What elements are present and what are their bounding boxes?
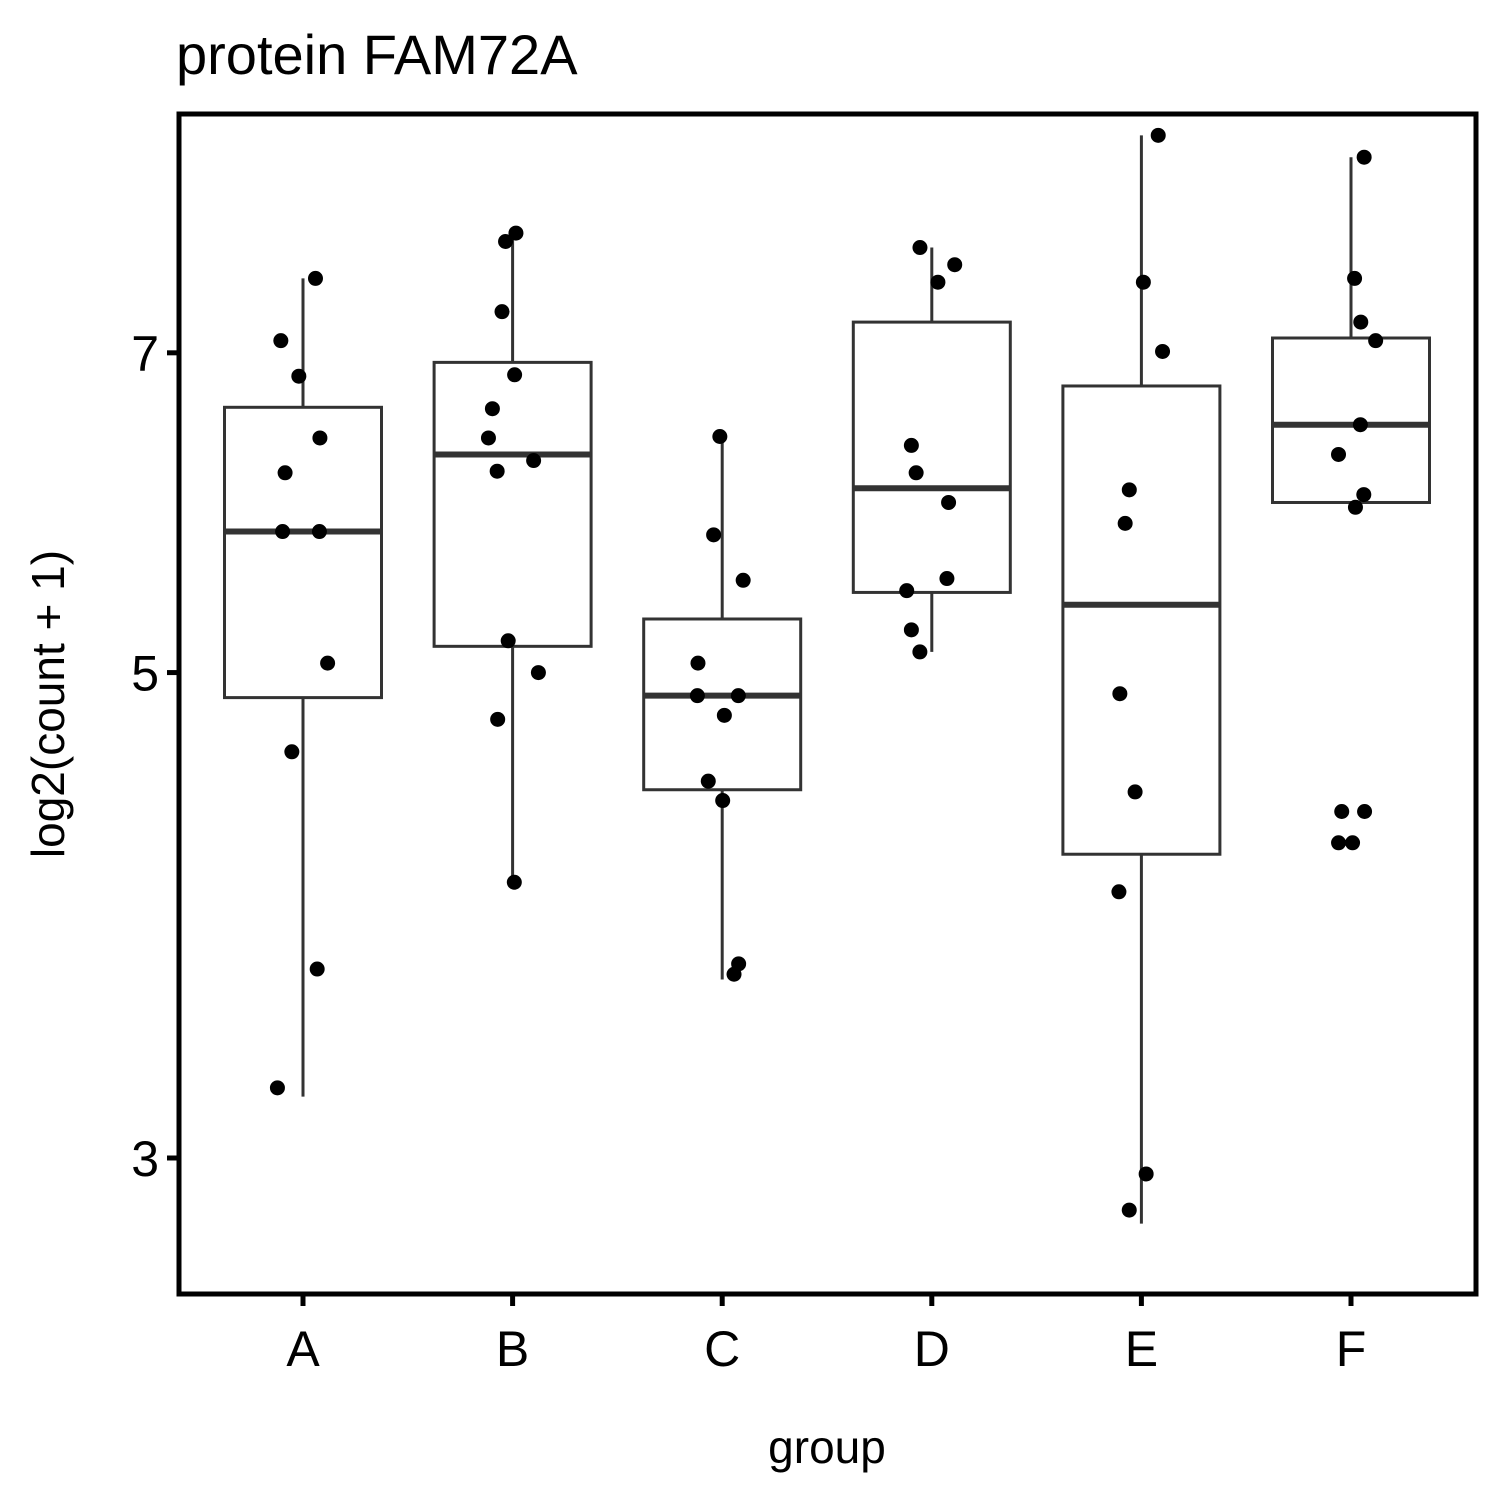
data-point [320, 655, 336, 671]
data-point [712, 428, 728, 444]
data-point [275, 524, 291, 540]
data-point [939, 571, 955, 587]
data-point [1155, 343, 1171, 359]
data-point [1117, 515, 1133, 531]
data-point [730, 688, 746, 704]
axes: 3 5 7 A B C D E F [131, 326, 1366, 1377]
points-D [899, 240, 963, 660]
plot-panel-border [176, 111, 1479, 1297]
data-point [1353, 314, 1369, 330]
data-point [1352, 417, 1368, 433]
x-tick-label: B [496, 1321, 529, 1377]
data-point [500, 633, 516, 649]
data-point [312, 430, 328, 446]
data-point [506, 874, 522, 890]
data-point [311, 524, 327, 540]
data-point [903, 622, 919, 638]
data-point [912, 644, 928, 660]
box-E [1061, 135, 1222, 1224]
x-tick-label: E [1125, 1321, 1158, 1377]
data-point [484, 401, 500, 417]
data-point [277, 465, 293, 481]
data-point [269, 1080, 285, 1096]
plot-area [223, 127, 1431, 1224]
data-point [930, 274, 946, 290]
data-point [307, 270, 323, 286]
data-point [291, 368, 307, 384]
data-point [706, 527, 722, 543]
data-point [735, 572, 751, 588]
data-point [726, 966, 742, 982]
box-iqr [851, 320, 1012, 594]
data-point [284, 744, 300, 760]
data-point [1347, 270, 1363, 286]
data-point [1334, 803, 1350, 819]
data-point [1127, 784, 1143, 800]
data-point [1121, 1202, 1137, 1218]
data-point [1331, 446, 1347, 462]
data-point [489, 463, 505, 479]
data-point [903, 437, 919, 453]
data-point [494, 304, 510, 320]
box-iqr [1061, 384, 1222, 856]
data-point [1368, 333, 1384, 349]
x-tick-label: A [286, 1321, 320, 1377]
data-point [1135, 274, 1151, 290]
points-F [1331, 149, 1384, 851]
box-iqr [1271, 336, 1431, 504]
data-point [947, 257, 963, 273]
data-point [690, 655, 706, 671]
data-point [941, 494, 957, 510]
x-tick-label: C [704, 1321, 740, 1377]
points-B [480, 225, 546, 890]
y-tick-label: 7 [131, 326, 159, 382]
data-point [508, 225, 524, 241]
data-point [899, 583, 915, 599]
data-point [689, 688, 705, 704]
y-tick-label: 5 [131, 646, 159, 702]
points-C [689, 428, 751, 982]
data-point [1112, 686, 1128, 702]
data-point [490, 711, 506, 727]
box-iqr [223, 405, 383, 700]
y-axis-title: log2(count + 1) [22, 550, 74, 858]
data-point [480, 430, 496, 446]
box-A [223, 278, 383, 1097]
data-point [1111, 884, 1127, 900]
box-C [642, 436, 803, 980]
x-tick-label: F [1336, 1321, 1367, 1377]
data-point [1138, 1166, 1154, 1182]
data-point [507, 367, 523, 383]
data-point [700, 773, 716, 789]
data-point [908, 465, 924, 481]
data-point [273, 333, 289, 349]
box-B [432, 233, 593, 883]
data-point [1331, 835, 1347, 851]
x-tick-label: D [914, 1321, 950, 1377]
points-A [269, 270, 336, 1096]
points-E [1111, 127, 1171, 1218]
y-tick-label: 3 [131, 1131, 159, 1187]
box-iqr [432, 360, 593, 648]
data-point [716, 707, 732, 723]
data-point [530, 665, 546, 681]
data-point [498, 233, 514, 249]
data-point [1357, 803, 1373, 819]
data-point [1347, 499, 1363, 515]
data-point [1356, 149, 1372, 165]
data-point [1121, 482, 1137, 498]
data-point [1150, 127, 1166, 143]
data-point [715, 793, 731, 809]
box-iqr [642, 617, 803, 792]
data-point [526, 453, 542, 469]
data-point [309, 961, 325, 977]
data-point [1345, 835, 1361, 851]
data-point [912, 240, 928, 256]
data-point [1356, 487, 1372, 503]
chart-title: protein FAM72A [176, 23, 578, 86]
box-D [851, 247, 1012, 652]
box-F [1271, 157, 1431, 508]
x-axis-title: group [768, 1421, 886, 1473]
